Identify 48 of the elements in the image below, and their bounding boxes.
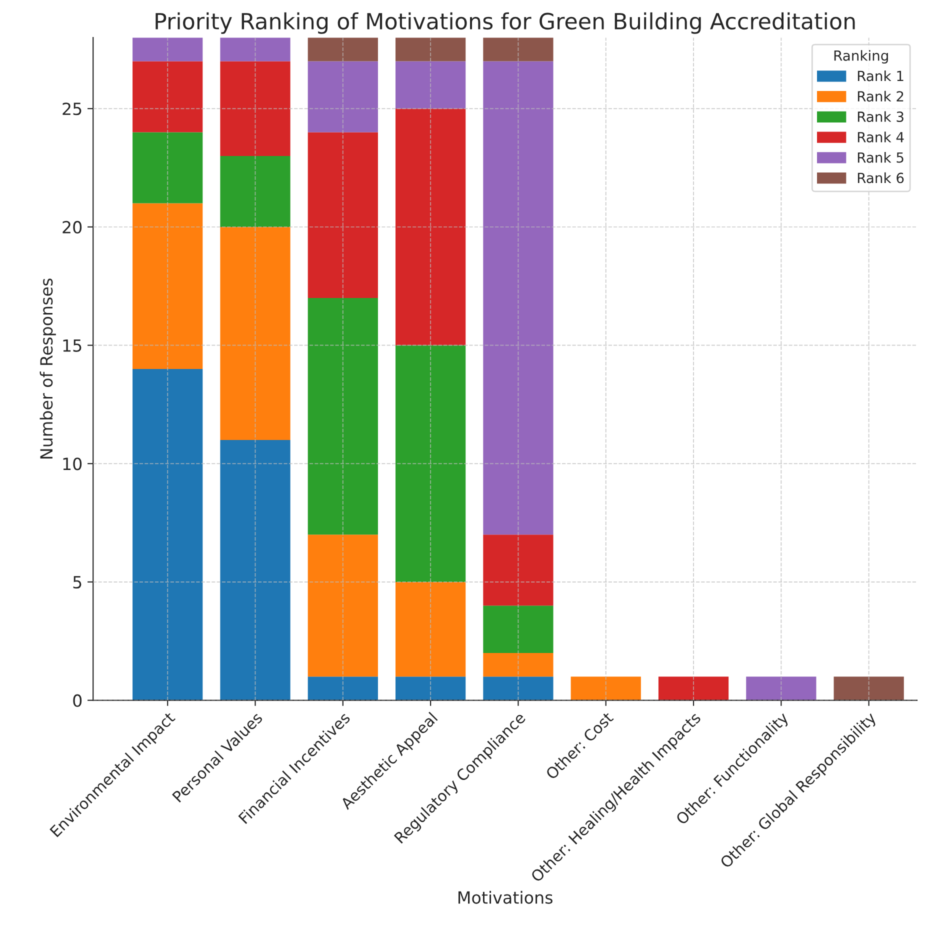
y-axis-title: Number of Responses [40, 278, 56, 458]
bar [132, 38, 203, 62]
bar [396, 582, 466, 677]
bar [132, 203, 203, 369]
y-tick-label: 5 [73, 576, 82, 589]
bar [483, 61, 554, 535]
legend-label: Rank 3 [858, 111, 904, 122]
bar [308, 534, 378, 677]
bar [132, 61, 203, 132]
y-tick-label: 20 [62, 220, 82, 234]
bar [220, 226, 290, 440]
bar [483, 38, 554, 62]
bar [308, 676, 378, 700]
bar [308, 132, 378, 298]
bar [132, 132, 203, 204]
chart-title: Priority Ranking of Motivations for Green Building Accreditation [156, 12, 855, 34]
bar [396, 676, 466, 700]
y-tick-label: 25 [62, 102, 82, 116]
bar [483, 606, 554, 653]
legend-label: Rank 5 [858, 152, 904, 163]
bar [308, 298, 378, 535]
bar [220, 38, 290, 62]
bar [220, 440, 290, 700]
y-tick-label: 0 [73, 694, 82, 707]
bar [483, 534, 554, 606]
bar [396, 61, 466, 109]
bar [483, 676, 554, 700]
y-tick-label: 10 [63, 458, 82, 470]
bar [658, 676, 729, 700]
legend-label: Rank 4 [858, 132, 904, 142]
x-axis-title: Motivations [458, 890, 552, 904]
legend-label: Rank 1 [858, 70, 904, 82]
bar [220, 61, 290, 156]
bar [308, 38, 378, 62]
bar [570, 676, 641, 700]
bar [308, 61, 378, 132]
legend-label: Rank 2 [858, 90, 904, 102]
bar [396, 38, 466, 62]
bar [132, 368, 203, 700]
bar [220, 156, 290, 227]
y-tick-label: 15 [63, 339, 82, 352]
bar [834, 676, 904, 700]
legend-title: Ranking [834, 50, 888, 64]
bar [396, 108, 466, 346]
bar [483, 652, 554, 677]
bar [746, 676, 816, 700]
legend-label: Rank 6 [858, 172, 904, 184]
bar [396, 345, 466, 582]
